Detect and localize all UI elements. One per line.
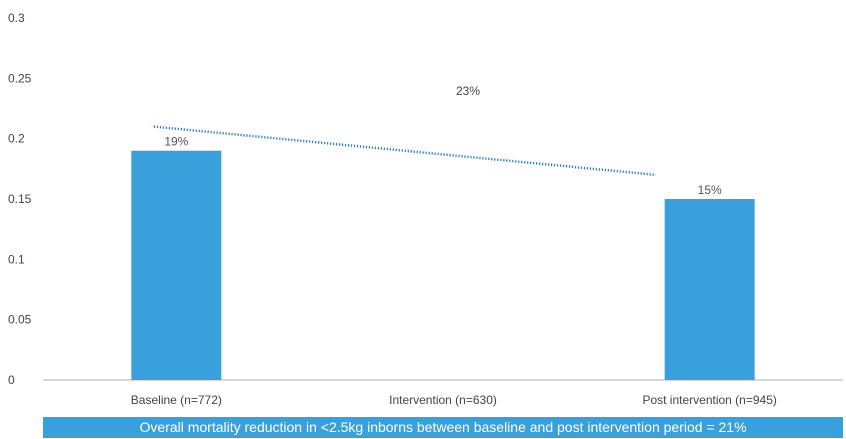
summary-banner: Overall mortality reduction in <2.5kg in… xyxy=(43,417,843,438)
bar-chart: 0 0.05 0.1 0.15 0.2 0.25 0.3 19% 15% 23% Baseli… xyxy=(8,11,843,407)
bars xyxy=(131,150,755,380)
y-tick-label: 0 xyxy=(8,373,15,387)
y-tick-label: 0.3 xyxy=(8,11,25,25)
data-labels: 19% 15% xyxy=(164,135,722,197)
y-tick-label: 0.05 xyxy=(8,313,32,327)
y-tick-label: 0.1 xyxy=(8,252,25,266)
y-tick-label: 0.2 xyxy=(8,132,25,146)
x-tick-label: Baseline (n=772) xyxy=(131,393,222,407)
bar xyxy=(131,150,222,380)
x-axis-labels: Baseline (n=772) Intervention (n=630) Post… xyxy=(131,393,777,407)
reduction-annotation: 23% xyxy=(456,84,480,98)
y-axis: 0 0.05 0.1 0.15 0.2 0.25 0.3 xyxy=(8,11,32,387)
y-tick-label: 0.15 xyxy=(8,192,32,206)
bar xyxy=(664,199,755,380)
y-tick-label: 0.25 xyxy=(8,71,32,85)
data-label: 19% xyxy=(164,135,188,149)
trendline xyxy=(153,125,656,177)
x-tick-label: Post intervention (n=945) xyxy=(642,393,776,407)
data-label: 15% xyxy=(698,183,722,197)
x-tick-label: Intervention (n=630) xyxy=(389,393,497,407)
